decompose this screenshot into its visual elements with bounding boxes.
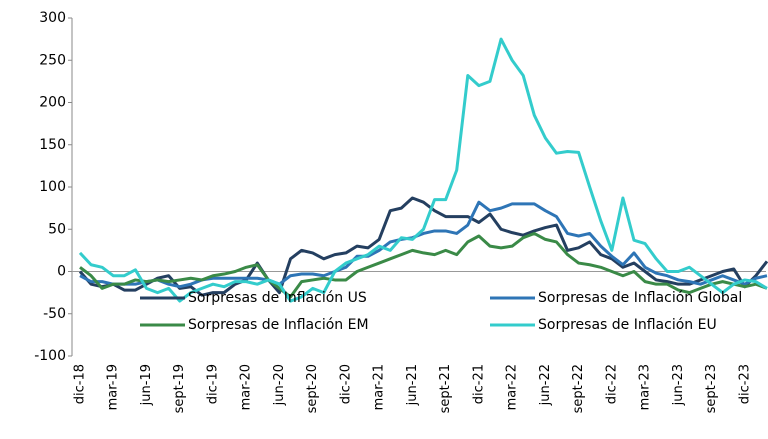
- x-tick-label: sept-23: [704, 364, 719, 413]
- series-line: [79, 200, 768, 289]
- x-tick-label: mar-19: [106, 364, 121, 410]
- y-tick-label: 300: [39, 10, 66, 26]
- x-tick-label: dic-19: [205, 364, 220, 404]
- x-tick-label: mar-21: [372, 364, 387, 410]
- legend-label: Sorpresas de Inflación EM: [188, 317, 369, 333]
- legend-label: Sorpresas de Inflación Global: [538, 290, 742, 306]
- x-tick-label: dic-22: [604, 364, 619, 404]
- x-tick-label: sept-19: [172, 364, 187, 413]
- x-tick-label: mar-20: [239, 364, 254, 410]
- y-tick-label: -100: [34, 348, 66, 364]
- x-tick-label: dic-20: [338, 364, 353, 404]
- x-tick-label: sept-21: [438, 364, 453, 413]
- x-tick-label: dic-21: [471, 364, 486, 404]
- x-tick-label: jun-20: [272, 364, 287, 406]
- x-tick-label: dic-18: [73, 364, 88, 404]
- y-tick-label: 100: [39, 179, 66, 195]
- y-tick-label: 200: [39, 95, 66, 111]
- x-tick-label: sept-20: [305, 364, 320, 413]
- y-tick-label: -50: [43, 306, 66, 322]
- y-tick-label: 250: [39, 52, 66, 68]
- x-tick-label: sept-22: [571, 364, 586, 413]
- series-line: [79, 231, 768, 299]
- y-tick-label: 50: [48, 221, 66, 237]
- x-tick-label: dic-23: [737, 364, 752, 404]
- series-line: [78, 196, 768, 297]
- x-tick-label: jun-22: [538, 364, 553, 406]
- x-tick-label: mar-23: [638, 364, 653, 410]
- x-tick-label: jun-23: [671, 364, 686, 406]
- legend-label: Sorpresas de Inflación US: [188, 290, 367, 306]
- y-tick-label: 0: [57, 264, 66, 280]
- x-tick-label: mar-22: [505, 364, 520, 410]
- legend-label: Sorpresas de Inflación EU: [538, 317, 717, 333]
- y-tick-label: 150: [39, 137, 66, 153]
- series-line: [78, 37, 768, 303]
- x-tick-label: jun-19: [139, 364, 154, 406]
- x-tick-label: jun-21: [405, 364, 420, 406]
